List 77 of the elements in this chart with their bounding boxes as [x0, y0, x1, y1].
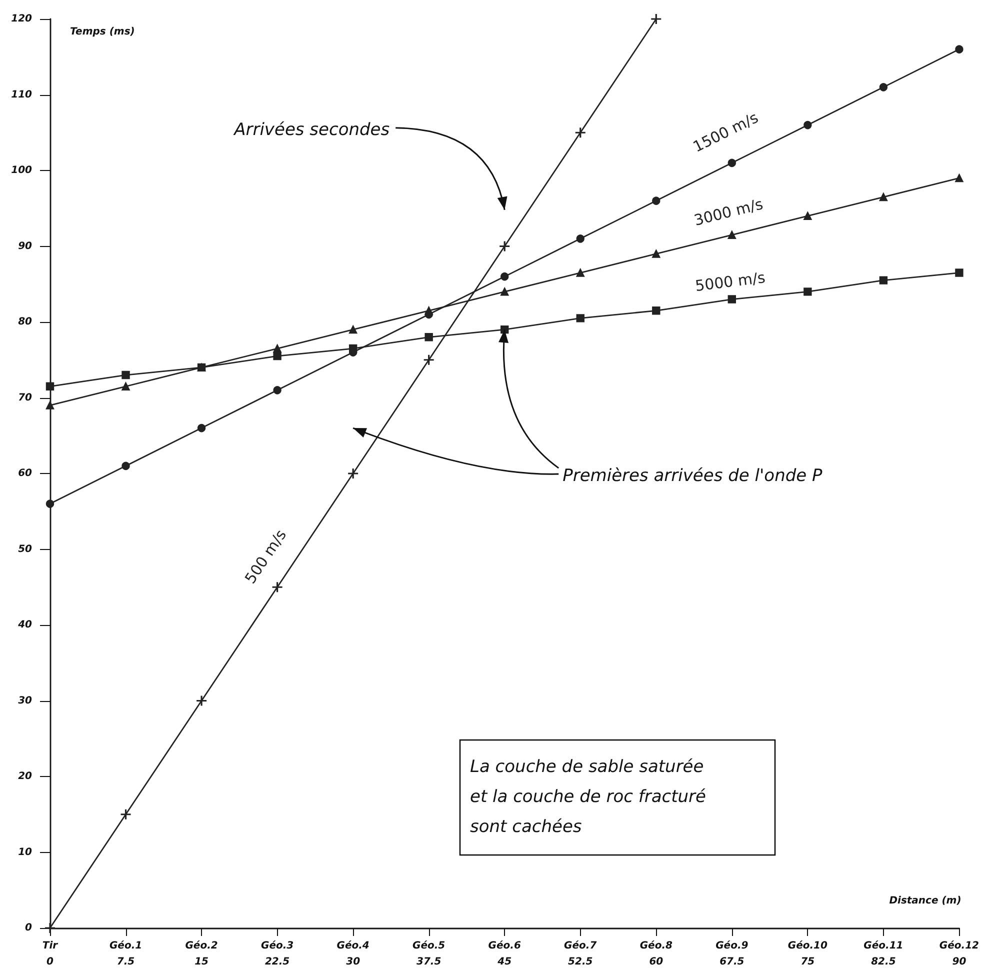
y-tick-label: 10 — [18, 846, 32, 858]
point — [728, 158, 736, 168]
point — [879, 83, 888, 92]
point — [273, 386, 282, 394]
point — [273, 352, 282, 360]
point — [122, 382, 130, 390]
point — [574, 126, 586, 138]
y-tick-label: 90 — [18, 240, 32, 252]
point — [576, 268, 584, 277]
point — [652, 250, 660, 258]
x-tick-label: Géo.3 22.5 — [260, 940, 294, 968]
point — [576, 314, 584, 322]
point — [122, 370, 130, 380]
point — [46, 382, 54, 390]
point — [197, 424, 206, 432]
x-tick-label: Géo.10 75 — [788, 940, 828, 968]
x-tick-label: Géo.1 7.5 — [109, 940, 142, 968]
point — [498, 240, 510, 252]
point — [879, 276, 888, 284]
x-tick-label: Géo.8 60 — [640, 940, 672, 968]
point — [348, 325, 358, 334]
point — [955, 268, 964, 277]
y-tick-label: 100 — [11, 165, 32, 176]
point — [804, 212, 812, 220]
annotation: Premières arrivées de l'onde P — [562, 466, 823, 486]
x-tick-label: Géo.9 67.5 — [716, 940, 748, 968]
y-tick-label: 60 — [18, 468, 32, 479]
point — [804, 120, 812, 130]
point — [804, 288, 812, 296]
y-axis-title: Temps (ms) — [70, 26, 135, 38]
point — [46, 401, 54, 410]
point — [500, 272, 509, 281]
point — [424, 333, 433, 342]
point — [44, 922, 56, 934]
y-tick-label: 70 — [18, 392, 32, 404]
point — [879, 192, 888, 202]
y-tick-label: 20 — [18, 771, 32, 782]
y-tick-label: 40 — [17, 620, 32, 630]
point — [272, 581, 284, 593]
point — [955, 45, 964, 54]
text: 3000 m/s — [692, 194, 766, 230]
text: 5000 m/s — [694, 268, 766, 296]
y-tick-label: 50 — [18, 544, 32, 555]
point — [46, 500, 54, 508]
point — [955, 174, 964, 182]
x-tick-label: Géo.12 90 — [939, 940, 980, 968]
point — [196, 694, 208, 707]
y-tick-label: 30 — [18, 695, 32, 706]
point — [652, 306, 660, 315]
point — [652, 196, 660, 205]
x-tick-label: Géo.2 15 — [185, 940, 218, 968]
point — [728, 295, 736, 304]
y-tick-label: 120 — [11, 14, 32, 24]
x-tick-label: Géo.5 37.5 — [412, 940, 446, 968]
point — [122, 462, 130, 470]
x-tick-label: Géo.4 30 — [336, 940, 370, 968]
point — [576, 234, 584, 243]
x-tick-label: Tir 0 — [42, 940, 59, 968]
annotation: La couche de sable saturée et la couche de roc fracturé sont cachées — [470, 757, 706, 837]
point — [348, 344, 358, 353]
x-tick-label: Géo.7 52.5 — [564, 940, 597, 968]
text: 1500 m/s — [690, 108, 762, 156]
y-tick-label: 80 — [18, 316, 32, 328]
point — [728, 230, 736, 239]
y-tick-label: 110 — [11, 89, 32, 100]
x-axis-title: Distance (m) — [889, 896, 962, 906]
point — [650, 13, 662, 25]
point — [120, 808, 132, 820]
point — [500, 288, 509, 296]
point — [424, 306, 433, 315]
annotation: Arrivées secondes — [233, 120, 390, 140]
point — [423, 354, 435, 366]
point — [347, 468, 359, 480]
x-tick-label: Géo.11 82.5 — [864, 940, 904, 968]
point — [197, 363, 206, 372]
y-tick-label: 0 — [25, 922, 32, 934]
x-tick-label: Géo.6 45 — [488, 940, 521, 968]
